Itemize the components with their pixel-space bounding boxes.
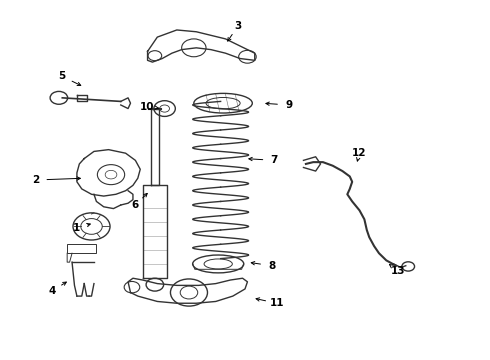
Text: 6: 6 [132, 200, 139, 210]
Bar [67, 244, 97, 253]
Text: 10: 10 [140, 102, 155, 112]
Text: 13: 13 [391, 266, 406, 276]
Text: 1: 1 [74, 223, 80, 233]
Text: 12: 12 [352, 148, 367, 158]
Text: 11: 11 [270, 298, 284, 308]
Text: 4: 4 [49, 286, 56, 296]
Text: 3: 3 [234, 21, 241, 31]
Text: 5: 5 [59, 71, 66, 81]
Text: 9: 9 [285, 100, 293, 110]
Text: 8: 8 [268, 261, 275, 271]
Text: 2: 2 [32, 175, 39, 185]
Text: 7: 7 [270, 156, 278, 165]
